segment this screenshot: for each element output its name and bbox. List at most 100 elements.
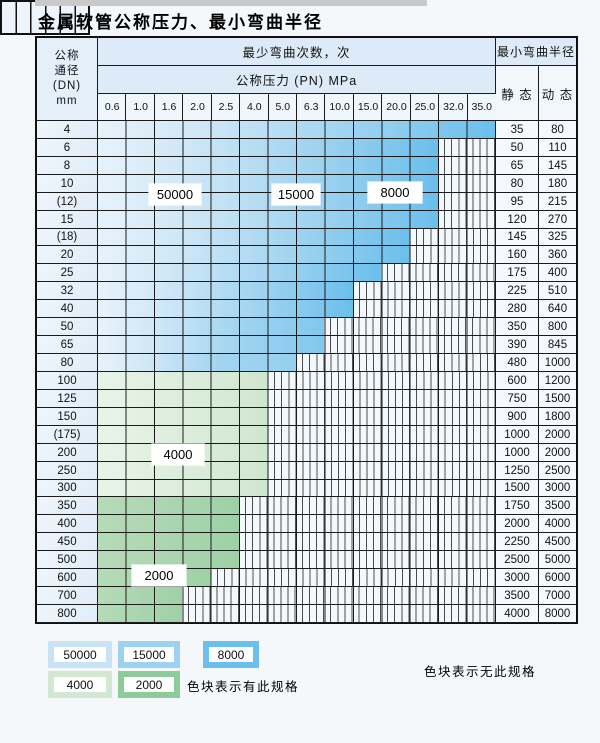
pressure-tick: 2.0 xyxy=(182,94,212,120)
dn-cell: 50 xyxy=(37,318,97,335)
dynamic-radius-cell: 1200 xyxy=(538,372,576,389)
pressure-band xyxy=(97,157,495,174)
dn-cell: 500 xyxy=(37,551,97,568)
static-radius-cell: 2500 xyxy=(495,551,538,568)
spec-available-region xyxy=(97,587,183,604)
dynamic-radius-cell: 2000 xyxy=(538,444,576,461)
static-radius-cell: 50 xyxy=(495,139,538,156)
static-radius-cell: 35 xyxy=(495,121,538,138)
legend-color-box: 4000 xyxy=(48,671,112,698)
pressure-band xyxy=(97,605,495,622)
pressure-tick: 1.6 xyxy=(153,94,184,120)
dynamic-radius-cell: 7000 xyxy=(538,587,576,604)
pressure-band xyxy=(97,480,495,496)
bend-times-zone-label: 2000 xyxy=(132,565,186,586)
static-radius-cell: 2250 xyxy=(495,533,538,550)
table-row: 6 50 110 xyxy=(37,139,576,157)
spec-available-region xyxy=(97,121,495,138)
spec-available-region xyxy=(97,318,325,335)
pressure-band xyxy=(97,300,495,317)
static-radius-cell: 750 xyxy=(495,390,538,407)
no-spec-region xyxy=(239,497,495,514)
dn-cell: 20 xyxy=(37,246,97,263)
bend-times-header: 最少弯曲次数，次 xyxy=(97,38,495,66)
no-spec-region xyxy=(267,390,495,407)
static-radius-cell: 1000 xyxy=(495,444,538,461)
no-spec-region xyxy=(267,444,495,461)
spec-available-region xyxy=(97,480,268,496)
table-row: 50 350 800 xyxy=(37,318,576,336)
dn-cell: 700 xyxy=(37,587,97,604)
legend-color-box: 50000 xyxy=(48,641,112,668)
dynamic-radius-cell: 4500 xyxy=(538,533,576,550)
table-row: 700 3500 7000 xyxy=(37,587,576,605)
static-radius-cell: 350 xyxy=(495,318,538,335)
min-bend-radius-header: 最小弯曲半径 xyxy=(495,38,576,66)
spec-available-region xyxy=(97,264,382,281)
no-spec-region xyxy=(267,408,495,425)
dn-header-line1: 公称 xyxy=(54,50,80,63)
bend-times-zone-label: 8000 xyxy=(368,182,422,203)
spec-available-region xyxy=(97,605,183,622)
static-radius-cell: 145 xyxy=(495,229,538,245)
dn-cell: 25 xyxy=(37,264,97,281)
dynamic-column-header: 动 态 xyxy=(538,66,576,120)
spec-available-region xyxy=(97,390,268,407)
dynamic-radius-cell: 1500 xyxy=(538,390,576,407)
table-row: (175) 1000 2000 xyxy=(37,426,576,444)
no-spec-region xyxy=(267,480,495,496)
static-radius-cell: 120 xyxy=(495,211,538,228)
pressure-tick: 15.0 xyxy=(352,94,383,120)
table-row: 350 1750 3500 xyxy=(37,497,576,515)
pressure-band xyxy=(97,587,495,604)
table-row: 800 4000 8000 xyxy=(37,605,576,623)
no-spec-region xyxy=(352,282,495,299)
dynamic-radius-cell: 325 xyxy=(538,229,576,245)
table-row: 15 120 270 xyxy=(37,211,576,229)
dn-cell: 4 xyxy=(37,121,97,138)
pressure-band xyxy=(97,282,495,299)
dynamic-radius-cell: 1000 xyxy=(538,354,576,371)
pressure-tick: 25.0 xyxy=(409,94,440,120)
pressure-tick: 6.3 xyxy=(296,94,326,120)
dynamic-radius-cell: 215 xyxy=(538,193,576,210)
dn-cell: 450 xyxy=(37,533,97,550)
dynamic-radius-cell: 845 xyxy=(538,336,576,353)
dn-cell: 15 xyxy=(37,211,97,228)
pressure-tick: 5.0 xyxy=(267,94,297,120)
dn-cell: 800 xyxy=(37,605,97,622)
spec-available-region xyxy=(97,426,268,443)
spec-available-region xyxy=(97,229,410,245)
no-spec-region xyxy=(267,462,495,479)
static-radius-cell: 1250 xyxy=(495,462,538,479)
spec-available-region xyxy=(97,354,296,371)
dynamic-radius-cell: 1800 xyxy=(538,408,576,425)
pressure-tick: 4.0 xyxy=(239,94,269,120)
no-spec-region xyxy=(239,551,495,568)
pressure-radius-table: 公称 通径 (DN) mm 最少弯曲次数，次 最小弯曲半径 公称压力 (PN) … xyxy=(35,36,578,624)
static-radius-cell: 65 xyxy=(495,157,538,174)
dn-cell: 32 xyxy=(37,282,97,299)
spec-available-region xyxy=(97,533,240,550)
no-spec-region xyxy=(381,264,495,281)
table-row: 600 3000 6000 xyxy=(37,569,576,587)
pressure-band xyxy=(97,246,495,263)
static-radius-cell: 80 xyxy=(495,175,538,192)
pressure-tick: 20.0 xyxy=(381,94,411,120)
dn-cell: (12) xyxy=(37,193,97,210)
pressure-tick: 1.0 xyxy=(125,94,155,120)
table-row: 125 750 1500 xyxy=(37,390,576,408)
dynamic-radius-cell: 510 xyxy=(538,282,576,299)
static-radius-cell: 95 xyxy=(495,193,538,210)
dn-cell: 10 xyxy=(37,175,97,192)
table-row: 25 175 400 xyxy=(37,264,576,282)
dynamic-radius-cell: 800 xyxy=(538,318,576,335)
dn-cell: (175) xyxy=(37,426,97,443)
dynamic-radius-cell: 360 xyxy=(538,246,576,263)
dn-header-line3: (DN) xyxy=(52,80,82,92)
spec-available-region xyxy=(97,408,268,425)
no-spec-region xyxy=(438,157,495,174)
dn-cell: 350 xyxy=(37,497,97,514)
table-row: 200 1000 2000 xyxy=(37,444,576,462)
static-radius-cell: 4000 xyxy=(495,605,538,622)
